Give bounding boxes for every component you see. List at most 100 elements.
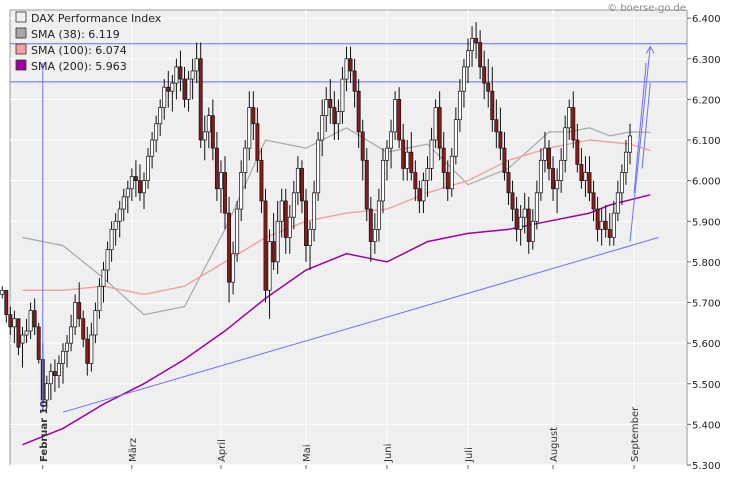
candle-body bbox=[583, 172, 588, 181]
candle-body bbox=[591, 192, 596, 210]
candle-body bbox=[44, 383, 49, 401]
trendline-arrowhead bbox=[645, 45, 655, 54]
candle-body bbox=[344, 58, 349, 80]
trendline bbox=[62, 237, 659, 413]
candle-body bbox=[397, 99, 402, 141]
candle-body bbox=[623, 151, 628, 173]
y-axis: 5.300 5.400 5.500 5.600 5.700 5.800 5.900 6.000… bbox=[687, 14, 721, 472]
candle-body bbox=[587, 172, 592, 194]
candle-body bbox=[336, 111, 341, 125]
candle-body bbox=[494, 119, 499, 133]
candle-body bbox=[506, 172, 511, 194]
candle-body bbox=[154, 123, 159, 141]
legend-swatch bbox=[15, 43, 27, 55]
y-tick-label: 6.300 bbox=[692, 55, 721, 66]
candle-body bbox=[518, 216, 523, 230]
candle-body bbox=[263, 200, 268, 291]
candle-body bbox=[482, 66, 487, 84]
x-month-label: Juli bbox=[464, 447, 475, 463]
candle-body bbox=[97, 285, 102, 311]
horizontal-lines bbox=[10, 43, 687, 83]
candle-body bbox=[409, 151, 414, 173]
candle-body bbox=[52, 371, 57, 376]
candle-body bbox=[300, 168, 304, 202]
legend-label: SMA (100): 6.074 bbox=[31, 44, 127, 57]
candle-body bbox=[174, 66, 179, 84]
candle-body bbox=[283, 200, 288, 238]
candle-body bbox=[125, 188, 130, 198]
y-tick-label: 6.400 bbox=[692, 14, 721, 25]
candle-body bbox=[324, 99, 329, 116]
candle-body bbox=[364, 159, 369, 210]
candle-body bbox=[551, 168, 556, 190]
candle-body bbox=[421, 180, 426, 202]
candle-body bbox=[235, 208, 240, 255]
candle-body bbox=[4, 289, 9, 316]
candle-body bbox=[405, 151, 410, 169]
candle-body bbox=[206, 115, 211, 133]
candle-body bbox=[433, 107, 438, 141]
y-tick-label: 5.400 bbox=[692, 420, 721, 431]
candle-body bbox=[138, 180, 142, 194]
x-axis: Februar 10 März April Mai Juni Juli August Sept… bbox=[39, 400, 641, 469]
watermark: © boerse-go.de bbox=[607, 3, 686, 14]
candle-body bbox=[85, 338, 90, 364]
candle-body bbox=[401, 139, 406, 169]
candle-body bbox=[567, 107, 572, 129]
candle-body bbox=[267, 241, 272, 291]
candle-body bbox=[251, 107, 256, 125]
candle-body bbox=[360, 131, 365, 161]
candle-body bbox=[352, 70, 357, 92]
candle-body bbox=[611, 212, 616, 238]
candle-body bbox=[429, 139, 434, 169]
candle-body bbox=[372, 229, 377, 242]
candle-body bbox=[453, 119, 458, 157]
candle-body bbox=[259, 159, 264, 202]
legend-label: DAX Performance Index bbox=[31, 12, 162, 25]
x-month-label: September bbox=[630, 406, 641, 462]
candle-body bbox=[599, 220, 604, 230]
candle-body bbox=[328, 99, 333, 108]
candle-body bbox=[385, 147, 389, 161]
candle-body bbox=[20, 334, 25, 344]
candle-body bbox=[441, 147, 446, 173]
candle-body bbox=[243, 147, 248, 173]
candle-body bbox=[514, 208, 519, 230]
y-tick-label: 5.700 bbox=[692, 299, 721, 310]
candle-body bbox=[219, 172, 223, 190]
candle-body bbox=[615, 192, 620, 214]
legend-swatch bbox=[15, 59, 27, 71]
candle-body bbox=[287, 216, 292, 238]
trendline bbox=[629, 46, 651, 242]
legend-swatch bbox=[15, 27, 27, 39]
x-month-label: März bbox=[128, 438, 139, 462]
candle-body bbox=[150, 139, 155, 157]
candle-body bbox=[538, 159, 543, 194]
candle-body bbox=[202, 131, 207, 141]
candle-body bbox=[61, 350, 65, 364]
candle-body bbox=[563, 127, 568, 161]
candle-body bbox=[575, 139, 580, 165]
y-tick-label: 6.200 bbox=[692, 95, 721, 106]
candle-body bbox=[486, 82, 491, 92]
candle-body bbox=[425, 168, 430, 181]
candle-body bbox=[320, 115, 325, 141]
candle-body bbox=[413, 172, 418, 190]
candle-body bbox=[8, 314, 13, 328]
candle-body bbox=[559, 159, 564, 181]
candle-body bbox=[542, 147, 547, 161]
trendline bbox=[641, 83, 651, 169]
candle-body bbox=[12, 318, 17, 328]
y-tick-label: 6.000 bbox=[692, 177, 721, 188]
candle-body bbox=[81, 318, 86, 340]
candle-body bbox=[93, 310, 98, 336]
candle-body bbox=[170, 82, 175, 92]
candle-body bbox=[101, 269, 106, 287]
candle-body bbox=[295, 168, 300, 194]
candle-body bbox=[356, 90, 361, 133]
x-month-label: April bbox=[217, 439, 228, 462]
candle-body bbox=[498, 131, 503, 149]
candle-body bbox=[121, 196, 126, 210]
candle-body bbox=[534, 192, 539, 222]
candle-body bbox=[275, 220, 280, 263]
